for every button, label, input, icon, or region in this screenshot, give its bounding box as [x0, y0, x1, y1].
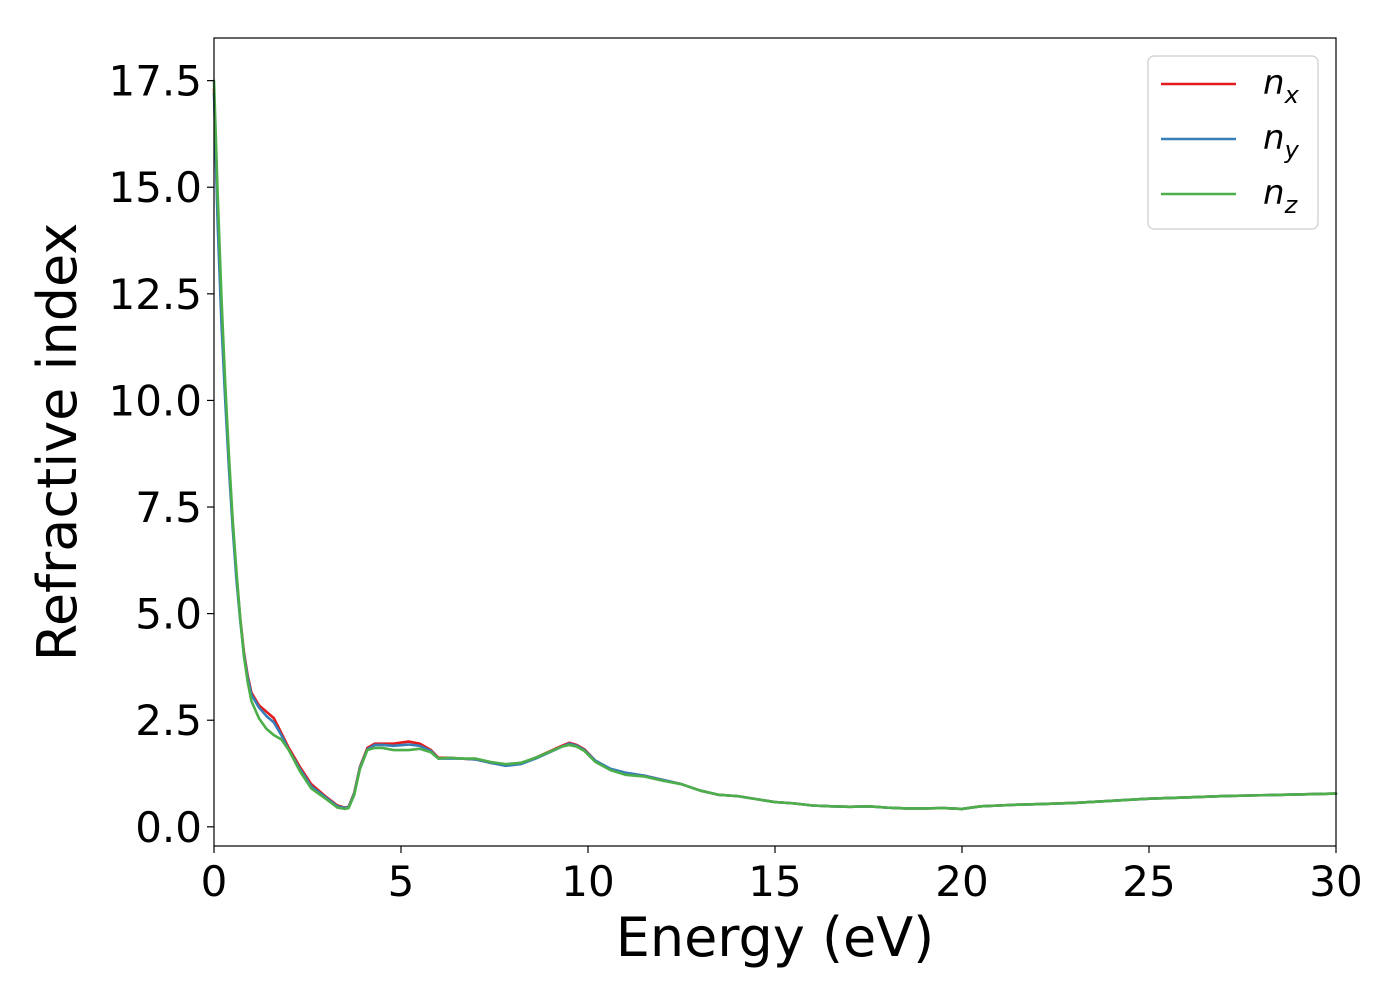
- series-layer: [212, 79, 1338, 811]
- x-axis-ticks: 0 5 10 15 20 25 30: [201, 846, 1363, 906]
- y-tick-label: 10.0: [108, 376, 202, 425]
- y-tick-label: 0.0: [135, 803, 202, 852]
- legend: nx ny nz: [1147, 55, 1319, 230]
- y-tick-label: 17.5: [108, 57, 202, 106]
- legend-label-y: ny: [1263, 118, 1300, 164]
- y-tick-label: 2.5: [135, 696, 202, 745]
- x-tick-label: 25: [1122, 857, 1175, 906]
- y-axis-label: Refractive index: [26, 223, 89, 662]
- y-tick-label: 7.5: [135, 483, 202, 532]
- x-tick-label: 5: [388, 857, 415, 906]
- x-tick-label: 0: [201, 857, 228, 906]
- x-tick-label: 20: [935, 857, 988, 906]
- series-line-z: [212, 79, 1338, 811]
- x-tick-label: 15: [748, 857, 801, 906]
- x-tick-label: 30: [1309, 857, 1362, 906]
- y-tick-label: 15.0: [108, 163, 202, 212]
- y-tick-label: 5.0: [135, 590, 202, 639]
- legend-label-z: nz: [1263, 173, 1299, 219]
- y-tick-label: 12.5: [108, 270, 202, 319]
- x-axis-label: Energy (eV): [616, 906, 935, 969]
- legend-label-x: nx: [1263, 63, 1300, 109]
- legend-box: [1147, 55, 1319, 230]
- y-axis-ticks: 0.0 2.5 5.0 7.5 10.0 12.5 15.0 17.5: [108, 57, 214, 852]
- x-tick-label: 10: [561, 857, 614, 906]
